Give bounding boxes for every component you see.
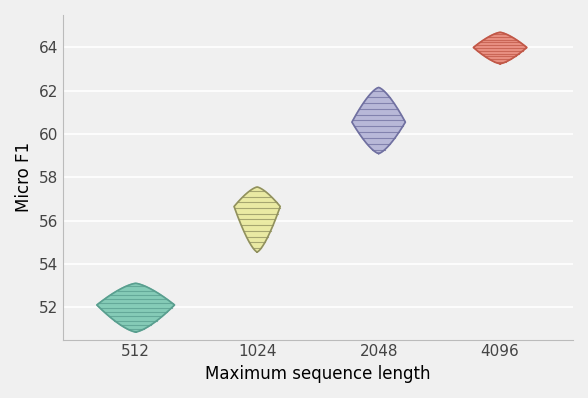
X-axis label: Maximum sequence length: Maximum sequence length (205, 365, 430, 383)
Polygon shape (234, 187, 280, 252)
Polygon shape (97, 283, 175, 332)
Polygon shape (473, 32, 527, 64)
Y-axis label: Micro F1: Micro F1 (15, 142, 33, 213)
Polygon shape (352, 88, 405, 154)
